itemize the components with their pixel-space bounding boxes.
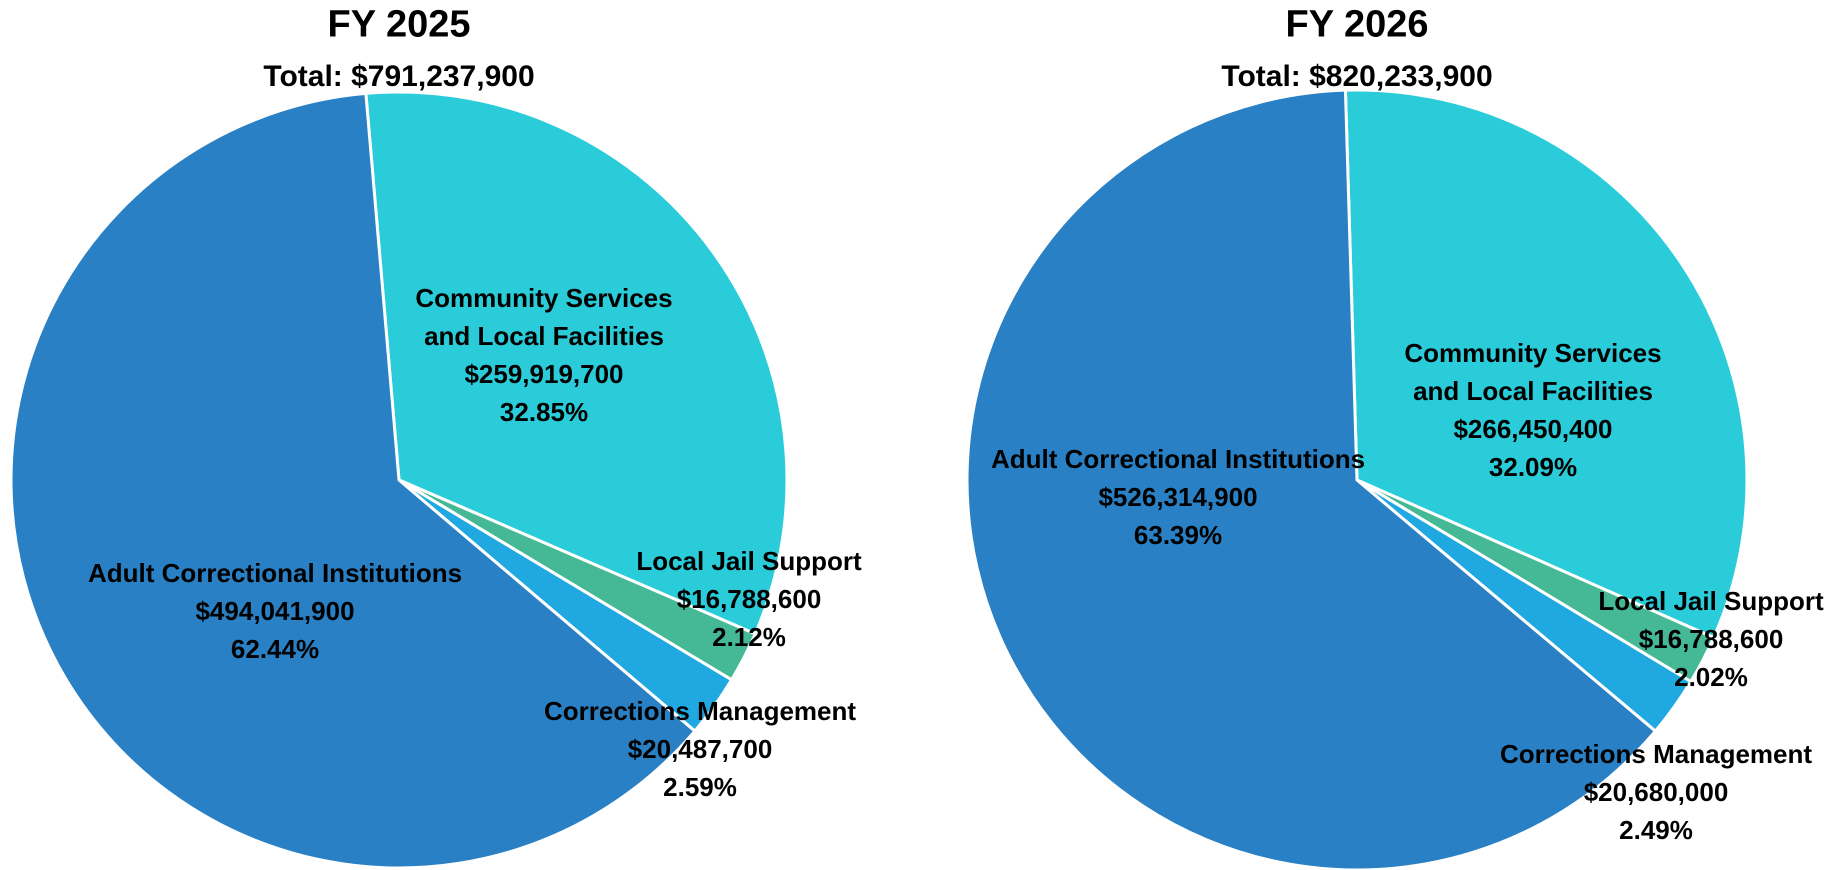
slice-name: Community Services and Local Facilities [1404, 338, 1662, 406]
slice-percent: 2.12% [712, 622, 786, 652]
slice-value: $16,788,600 [1638, 624, 1784, 654]
slice-percent: 2.02% [1674, 662, 1748, 692]
slice-name: Local Jail Support [1598, 586, 1824, 616]
slice-percent: 62.44% [230, 634, 320, 664]
slice-name: Adult Correctional Institutions [990, 444, 1366, 474]
slice-value: $20,680,000 [1583, 777, 1729, 807]
slice-label: Local Jail Support $16,788,600 2.02% [1598, 582, 1823, 696]
slice-percent: 2.49% [1619, 815, 1693, 845]
slice-label: Community Services and Local Facilities $… [1393, 334, 1673, 486]
pie-slice [965, 88, 1657, 870]
slice-label: Community Services and Local Facilities $… [404, 279, 684, 431]
chart-title: FY 2025 [327, 3, 471, 46]
slice-value: $266,450,400 [1453, 414, 1613, 444]
chart-subtitle: Total: $791,237,900 [263, 60, 535, 93]
slice-name: Corrections Management [1499, 739, 1813, 769]
chart-title: FY 2026 [1285, 3, 1429, 46]
slice-label: Adult Correctional Institutions $526,314,… [991, 440, 1365, 554]
slice-name: Adult Correctional Institutions [87, 558, 463, 588]
slice-name: Community Services and Local Facilities [415, 283, 673, 351]
chart-subtitle: Total: $820,233,900 [1221, 60, 1493, 93]
pie-slice [1343, 88, 1749, 640]
slice-label: Adult Correctional Institutions $494,041,… [88, 554, 462, 668]
slice-name: Local Jail Support [636, 546, 862, 576]
slice-label: Corrections Management $20,680,000 2.49% [1500, 735, 1812, 849]
slice-label: Corrections Management $20,487,700 2.59% [544, 692, 856, 806]
slice-name: Corrections Management [543, 696, 857, 726]
slice-percent: 63.39% [1133, 520, 1223, 550]
slice-value: $259,919,700 [464, 359, 624, 389]
slice-value: $526,314,900 [1098, 482, 1258, 512]
pie-slice [364, 90, 789, 636]
pie-slice [9, 91, 697, 870]
slice-percent: 2.59% [663, 772, 737, 802]
slice-percent: 32.09% [1488, 452, 1578, 482]
slice-value: $494,041,900 [195, 596, 355, 626]
slice-label: Local Jail Support $16,788,600 2.12% [636, 542, 861, 656]
slice-percent: 32.85% [499, 397, 589, 427]
slice-value: $16,788,600 [676, 584, 822, 614]
slice-value: $20,487,700 [627, 734, 773, 764]
